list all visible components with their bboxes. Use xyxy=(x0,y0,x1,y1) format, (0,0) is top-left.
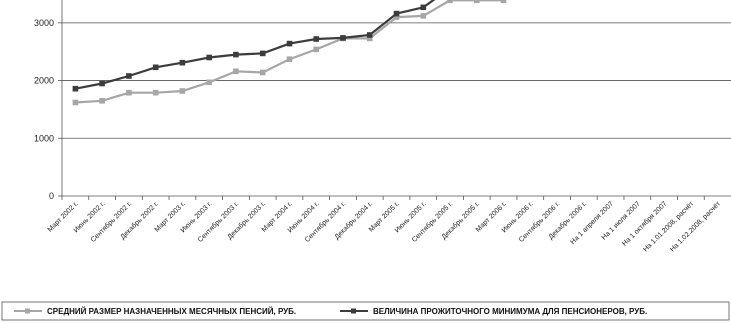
legend: СРЕДНИЙ РАЗМЕР НАЗНАЧЕННЫХ МЕСЯЧНЫХ ПЕНС… xyxy=(1,301,730,321)
data-point xyxy=(313,46,319,53)
data-point xyxy=(99,80,105,87)
data-point xyxy=(126,73,132,79)
x-tick-label: На 1.01.2008, расчёт xyxy=(642,200,696,254)
data-point xyxy=(340,35,346,41)
y-tick-label: 2000 xyxy=(34,76,54,86)
data-point xyxy=(126,89,132,96)
data-point xyxy=(420,13,427,19)
legend-label-pension: СРЕДНИЙ РАЗМЕР НАЗНАЧЕННЫХ МЕСЯЧНЫХ ПЕНС… xyxy=(47,307,296,316)
data-point xyxy=(179,59,186,66)
data-point xyxy=(233,68,239,75)
data-point xyxy=(179,88,186,94)
data-point xyxy=(233,51,239,58)
data-point xyxy=(286,56,293,62)
x-tick-label: На 1.02.2008, расчёт xyxy=(669,200,723,254)
data-point xyxy=(393,14,400,20)
data-point xyxy=(286,40,293,47)
x-axis: Март 2002 г.Июнь 2002 г.Сентябрь 2002 г.… xyxy=(47,195,731,254)
data-point xyxy=(366,32,373,38)
data-point xyxy=(393,10,400,17)
legend-marker-minimum xyxy=(351,308,356,314)
y-axis: 0 1000 2000 3000 xyxy=(34,0,63,201)
data-point xyxy=(366,35,373,42)
data-point xyxy=(72,85,79,92)
data-point xyxy=(259,50,266,57)
data-point xyxy=(500,0,507,4)
legend-label-minimum: ВЕЛИЧИНА ПРОЖИТОЧНОГО МИНИМУМА ДЛЯ ПЕНСИ… xyxy=(373,307,647,316)
data-point xyxy=(420,4,427,11)
x-tick-label: На 1 октября 2007 xyxy=(620,200,668,248)
series-line-0 xyxy=(75,0,507,104)
plot-area xyxy=(72,0,507,106)
data-point xyxy=(206,79,212,86)
data-point xyxy=(152,64,159,71)
data-point xyxy=(72,99,79,106)
legend-marker-pension xyxy=(25,308,30,314)
data-point xyxy=(447,0,453,4)
data-point xyxy=(313,36,319,42)
data-point xyxy=(259,69,266,76)
data-point xyxy=(206,54,212,61)
y-tick-label: 0 xyxy=(49,191,54,201)
data-point xyxy=(474,0,480,4)
y-tick-label: 3000 xyxy=(34,18,54,28)
data-point xyxy=(152,89,159,96)
y-tick-label: 1000 xyxy=(34,133,54,143)
data-point xyxy=(99,98,105,104)
gridlines xyxy=(62,22,731,139)
